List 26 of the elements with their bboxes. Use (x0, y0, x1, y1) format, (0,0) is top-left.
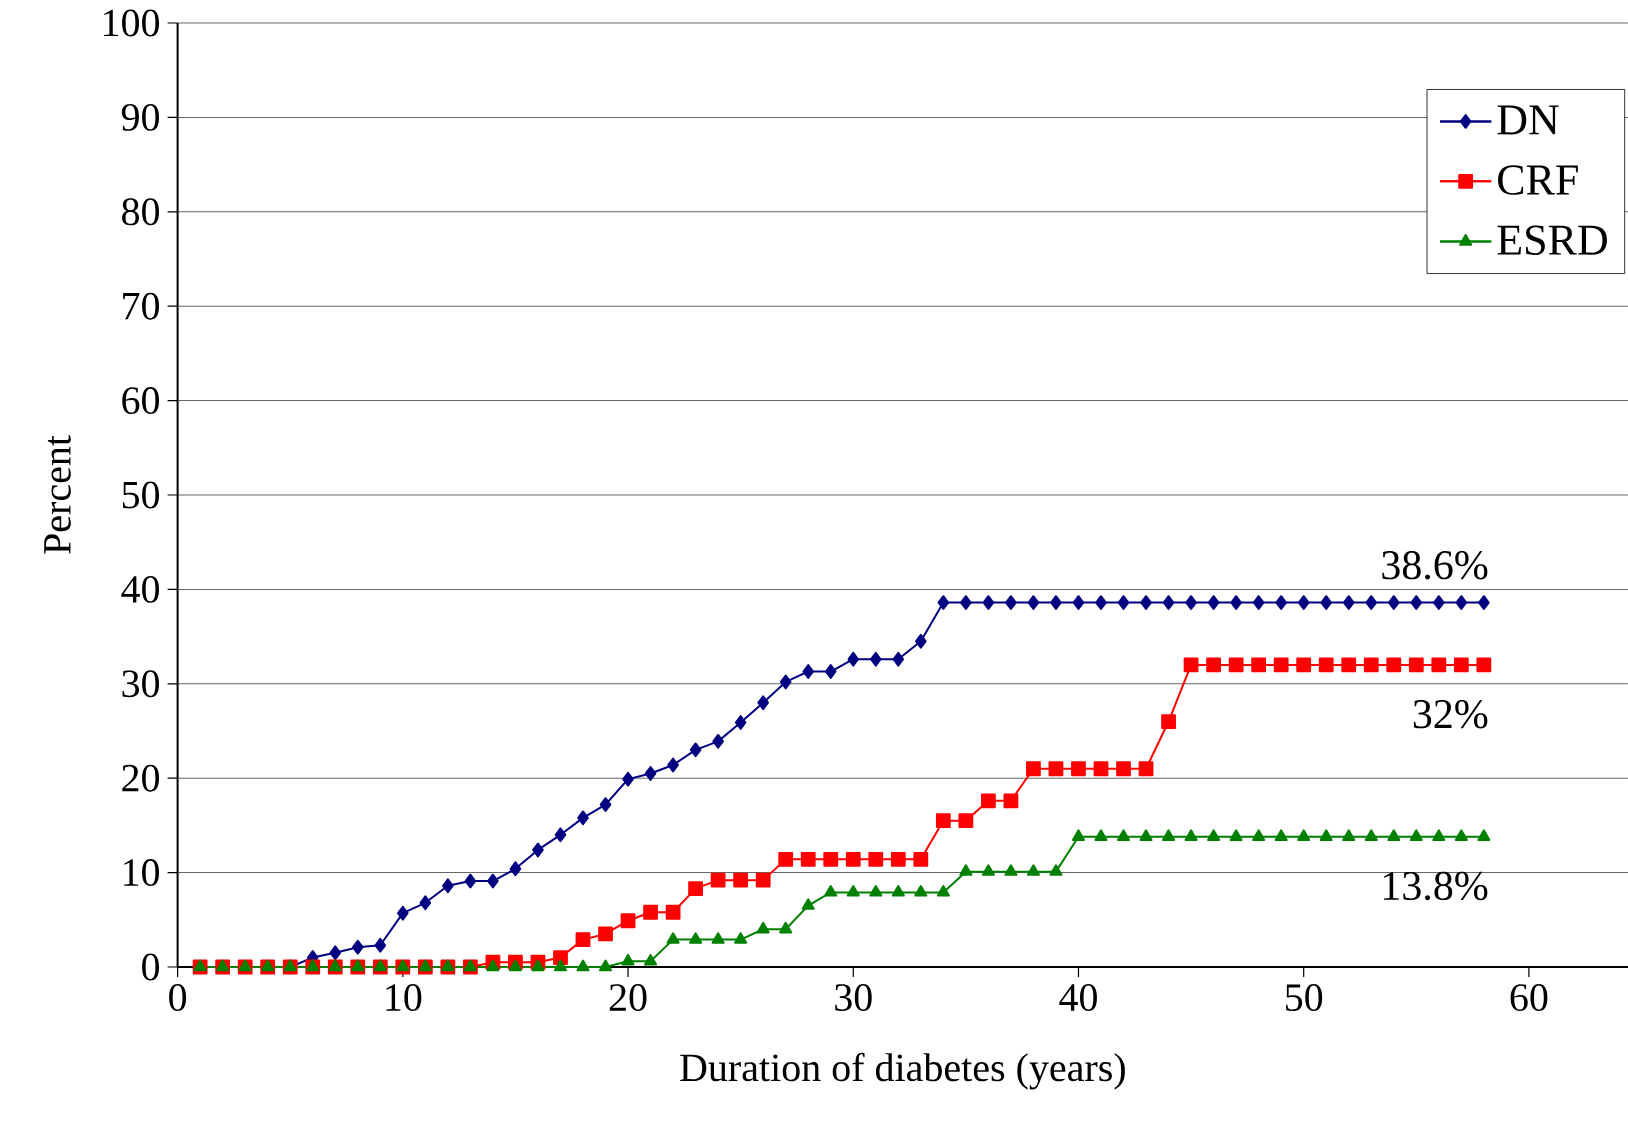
x-tick-label: 0 (169, 984, 187, 1012)
y-tick-label: 60 (122, 387, 160, 415)
y-tick-label: 10 (124, 859, 160, 887)
y-tick-label: 0 (142, 953, 160, 981)
y-tick-label: 40 (121, 575, 160, 603)
x-tick-label: 40 (1059, 984, 1097, 1012)
x-tick-label: 60 (1510, 984, 1548, 1012)
x-tick-label: 10 (386, 984, 422, 1012)
y-tick-label: 20 (122, 764, 160, 792)
y-tick-label: 30 (122, 670, 160, 698)
annotation: 38.6% (1382, 551, 1488, 580)
y-tick-label: 100 (104, 9, 160, 37)
annotation: 32% (1413, 699, 1488, 729)
annotation: 13.8% (1384, 871, 1488, 901)
y-tick-label: 70 (123, 292, 160, 320)
y-tick-label: 90 (121, 103, 160, 131)
y-axis-title: Percent (44, 435, 71, 554)
x-axis-title: Duration of diabetes (years) (680, 1052, 1125, 1090)
x-tick-label: 50 (1286, 984, 1323, 1012)
legend-label: CRF (1498, 165, 1578, 195)
legend-label: DN (1497, 105, 1559, 135)
y-tick-label: 80 (122, 198, 160, 226)
x-tick-label: 20 (609, 984, 647, 1012)
legend-label: ESRD (1497, 225, 1607, 255)
y-tick-label: 50 (122, 481, 160, 509)
x-tick-label: 30 (835, 984, 872, 1012)
